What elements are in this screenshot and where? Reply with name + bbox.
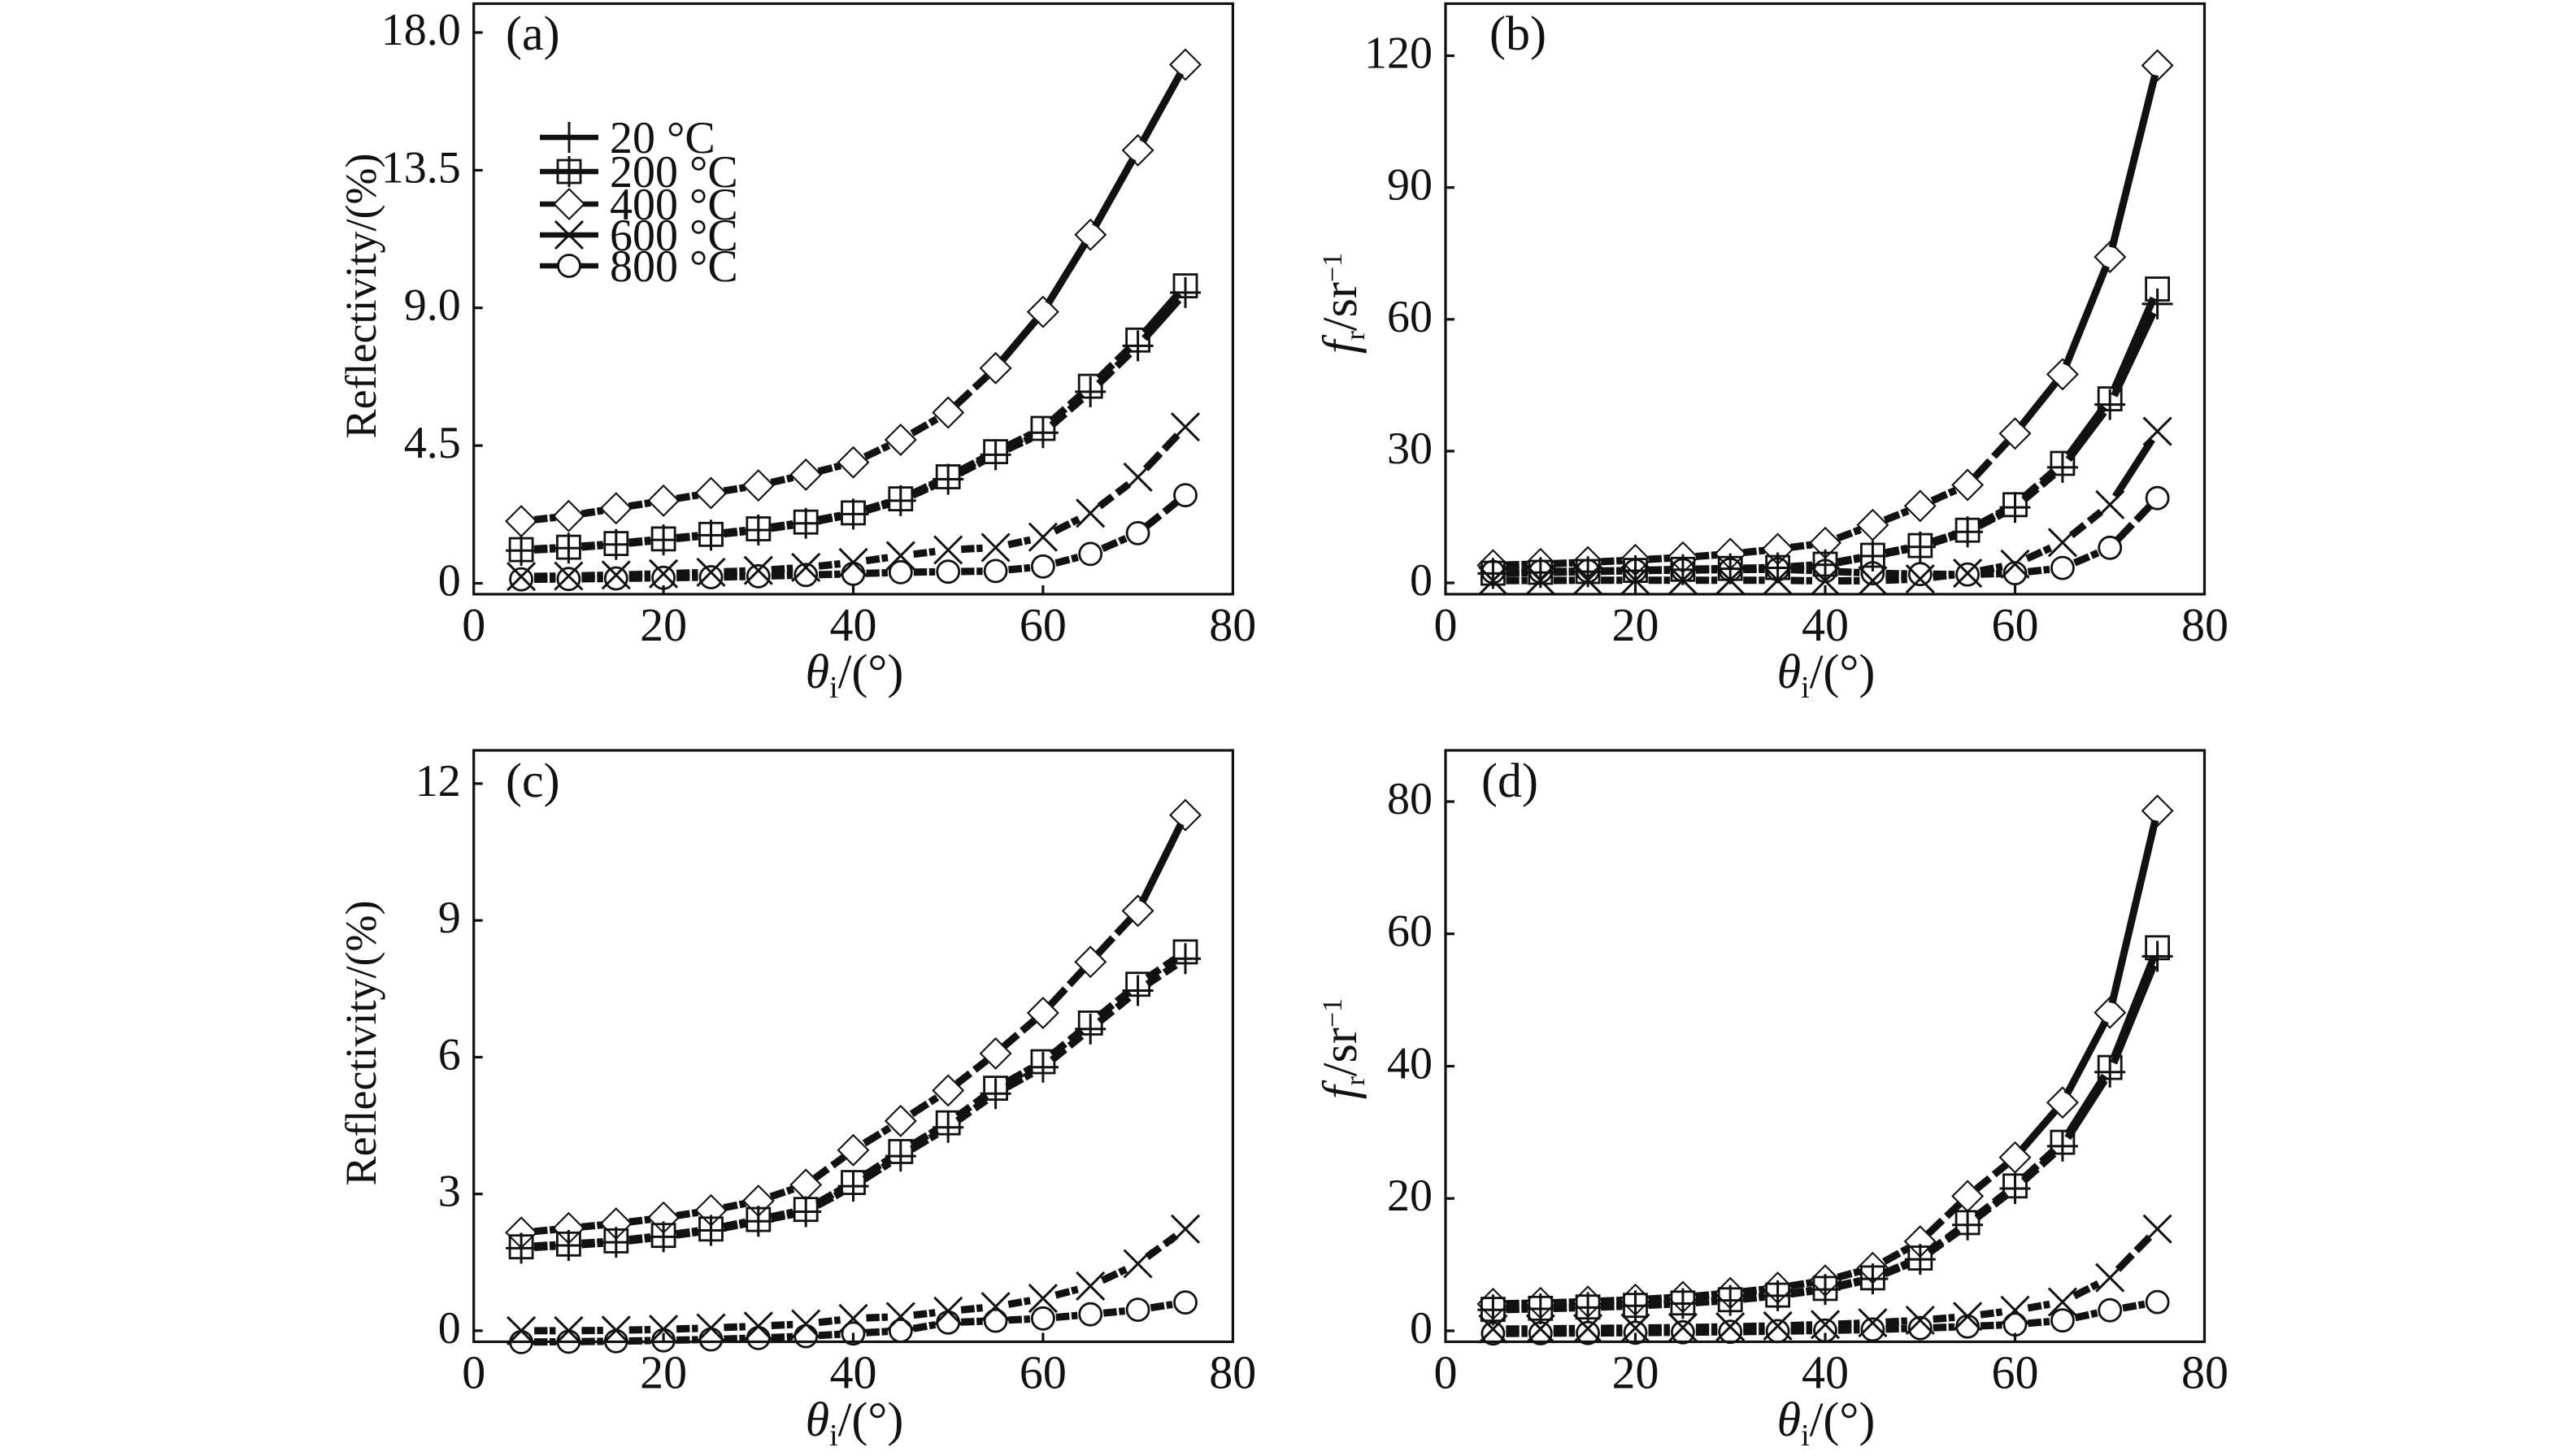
svg-text:60: 60 bbox=[1387, 292, 1433, 342]
svg-text:20: 20 bbox=[640, 598, 687, 651]
svg-text:40: 40 bbox=[1802, 1346, 1849, 1399]
svg-text:(c): (c) bbox=[506, 754, 560, 807]
svg-text:40: 40 bbox=[1387, 1039, 1433, 1089]
svg-text:θi/(°): θi/(°) bbox=[806, 1393, 904, 1453]
svg-text:0: 0 bbox=[1434, 1346, 1458, 1399]
svg-text:12: 12 bbox=[415, 756, 461, 806]
svg-text:80: 80 bbox=[2181, 1346, 2228, 1399]
svg-text:20: 20 bbox=[640, 1346, 687, 1399]
svg-text:(d): (d) bbox=[1481, 754, 1538, 807]
svg-text:Reflectivity/(%): Reflectivity/(%) bbox=[337, 901, 385, 1186]
svg-text:0: 0 bbox=[438, 556, 461, 606]
svg-text:4.5: 4.5 bbox=[404, 418, 461, 468]
svg-text:θi/(°): θi/(°) bbox=[1777, 645, 1876, 705]
svg-text:30: 30 bbox=[1387, 424, 1433, 474]
svg-text:0: 0 bbox=[438, 1303, 461, 1354]
svg-text:fr/sr−1: fr/sr−1 bbox=[1313, 253, 1371, 354]
svg-text:120: 120 bbox=[1364, 28, 1433, 79]
svg-text:(a): (a) bbox=[506, 7, 560, 60]
svg-text:Reflectivity/(%): Reflectivity/(%) bbox=[337, 154, 385, 439]
svg-text:18.0: 18.0 bbox=[381, 5, 461, 55]
svg-text:0: 0 bbox=[462, 1346, 485, 1399]
svg-text:80: 80 bbox=[1387, 774, 1433, 824]
svg-text:20: 20 bbox=[1612, 598, 1659, 651]
svg-text:20: 20 bbox=[1612, 1346, 1659, 1399]
svg-text:60: 60 bbox=[1387, 906, 1433, 957]
svg-text:0: 0 bbox=[1410, 555, 1433, 606]
svg-text:θi/(°): θi/(°) bbox=[1777, 1393, 1876, 1453]
svg-text:80: 80 bbox=[1209, 1346, 1256, 1399]
svg-text:90: 90 bbox=[1387, 160, 1433, 211]
svg-text:0: 0 bbox=[1410, 1303, 1433, 1354]
svg-text:800 °C: 800 °C bbox=[610, 241, 738, 292]
svg-text:400 °C: 400 °C bbox=[610, 180, 738, 230]
svg-text:60: 60 bbox=[1992, 598, 2039, 651]
svg-text:60: 60 bbox=[1992, 1346, 2039, 1399]
svg-text:600 °C: 600 °C bbox=[610, 211, 738, 261]
svg-text:80: 80 bbox=[1209, 598, 1256, 651]
svg-text:60: 60 bbox=[1020, 1346, 1067, 1399]
svg-text:9.0: 9.0 bbox=[404, 280, 461, 331]
svg-text:13.5: 13.5 bbox=[381, 142, 461, 193]
svg-text:θi/(°): θi/(°) bbox=[806, 645, 904, 705]
svg-text:80: 80 bbox=[2181, 598, 2228, 651]
svg-text:20: 20 bbox=[1387, 1171, 1433, 1221]
svg-text:0: 0 bbox=[462, 598, 485, 651]
svg-text:40: 40 bbox=[830, 1346, 877, 1399]
svg-text:200 °C: 200 °C bbox=[610, 147, 738, 198]
svg-text:40: 40 bbox=[830, 598, 877, 651]
svg-text:6: 6 bbox=[438, 1029, 461, 1080]
svg-text:40: 40 bbox=[1802, 598, 1849, 651]
svg-text:3: 3 bbox=[438, 1167, 461, 1217]
svg-text:(b): (b) bbox=[1489, 7, 1546, 60]
svg-text:9: 9 bbox=[438, 893, 461, 943]
svg-text:fr/sr−1: fr/sr−1 bbox=[1313, 998, 1371, 1099]
svg-text:20 °C: 20 °C bbox=[610, 113, 715, 163]
svg-text:0: 0 bbox=[1434, 598, 1458, 651]
svg-text:60: 60 bbox=[1020, 598, 1067, 651]
